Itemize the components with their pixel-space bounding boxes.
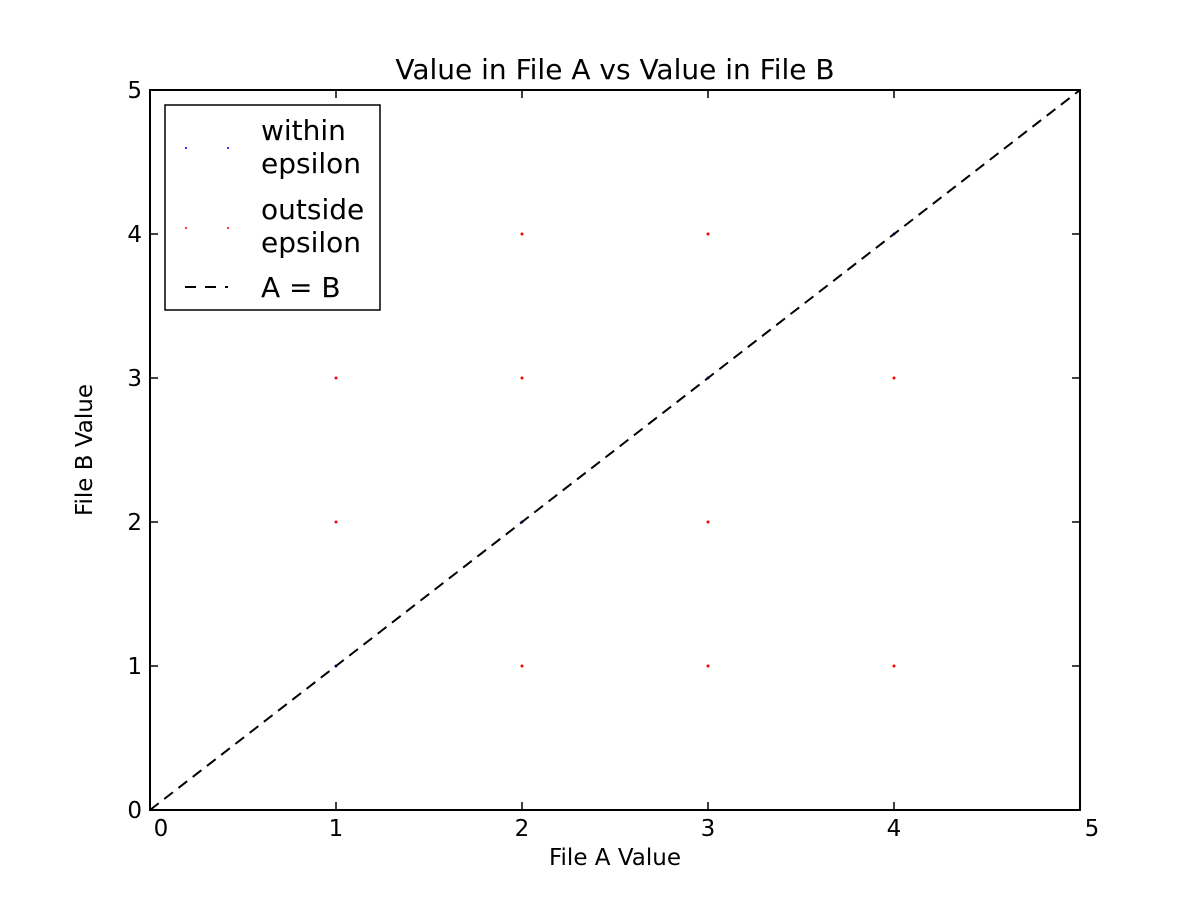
point-outside-epsilon bbox=[892, 376, 896, 380]
x-axis-label: File A Value bbox=[549, 845, 681, 871]
point-outside-epsilon bbox=[334, 376, 338, 380]
legend-label: epsilon bbox=[261, 147, 361, 180]
y-tick-label: 3 bbox=[127, 366, 142, 392]
point-outside-epsilon bbox=[892, 664, 896, 668]
plot-frame bbox=[149, 89, 1081, 811]
y-tick-label: 1 bbox=[127, 654, 142, 680]
legend-label: within bbox=[261, 114, 346, 147]
x-tick-label: 1 bbox=[329, 816, 344, 842]
legend-marker-within-epsilon bbox=[227, 147, 229, 149]
point-outside-epsilon bbox=[706, 664, 710, 668]
legend-box bbox=[164, 104, 381, 311]
x-tick-label: 0 bbox=[154, 816, 169, 842]
x-tick-label: 3 bbox=[701, 816, 716, 842]
series-line-a-equals-b bbox=[149, 89, 1081, 811]
x-tick-label: 2 bbox=[515, 816, 530, 842]
point-outside-epsilon bbox=[706, 520, 710, 524]
y-axis-label: File B Value bbox=[72, 384, 98, 516]
y-tick-label: 2 bbox=[127, 510, 142, 536]
legend-marker-within-epsilon bbox=[185, 147, 187, 149]
legend-label: outside bbox=[261, 193, 364, 226]
y-tick-label: 4 bbox=[127, 222, 142, 248]
legend-label: A = B bbox=[261, 271, 341, 304]
data-layer bbox=[149, 89, 1081, 811]
point-outside-epsilon bbox=[334, 520, 338, 524]
point-outside-epsilon bbox=[706, 232, 710, 236]
y-tick-label: 0 bbox=[127, 798, 142, 824]
point-outside-epsilon bbox=[520, 664, 524, 668]
legend-label: epsilon bbox=[261, 226, 361, 259]
chart-title: Value in File A vs Value in File B bbox=[395, 53, 834, 86]
y-tick-label: 5 bbox=[127, 78, 142, 104]
legend-marker-outside-epsilon bbox=[227, 227, 229, 229]
x-tick-label: 4 bbox=[887, 816, 902, 842]
point-outside-epsilon bbox=[520, 376, 524, 380]
x-tick-label: 5 bbox=[1085, 816, 1100, 842]
legend-marker-outside-epsilon bbox=[185, 227, 187, 229]
point-outside-epsilon bbox=[520, 232, 524, 236]
tick-labels: 0 1 2 3 4 5 0 1 2 3 4 5 bbox=[127, 78, 1099, 842]
